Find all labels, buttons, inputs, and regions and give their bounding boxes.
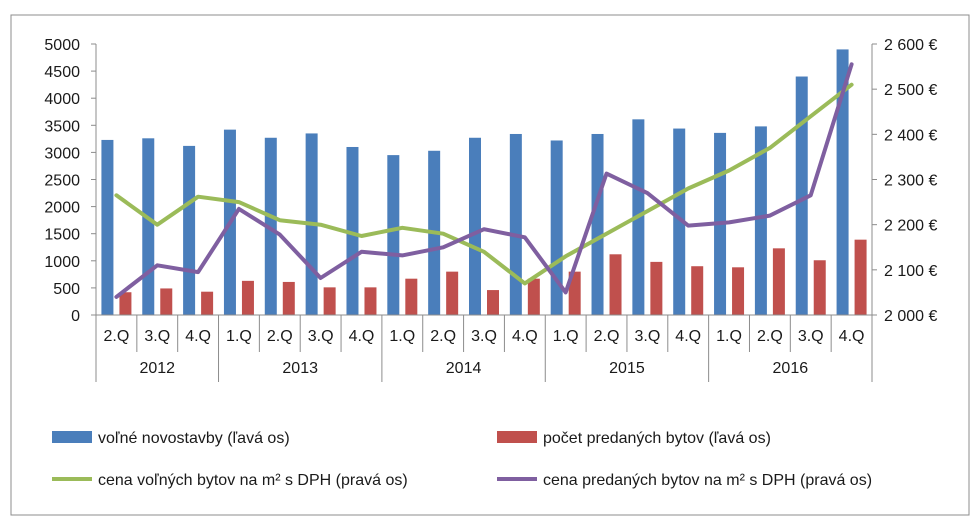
bar-volne-novostavby (387, 155, 400, 315)
left-axis-tick-label: 4500 (44, 64, 80, 81)
bar-pocet-predanych (609, 254, 622, 315)
legend-swatch (52, 431, 92, 443)
bar-volne-novostavby (346, 146, 359, 315)
line-cena-predanych (114, 62, 854, 299)
left-axis-tick-label: 1500 (44, 227, 80, 244)
quarter-label: 2.Q (267, 328, 293, 345)
line-cena-volnych (114, 82, 854, 286)
bar-pocet-predanych (241, 280, 254, 315)
quarter-label: 4.Q (349, 328, 375, 345)
quarter-label: 3.Q (798, 328, 824, 345)
bar-pocet-predanych (364, 287, 377, 315)
bar-volne-novostavby (509, 133, 522, 315)
bar-pocet-predanych (813, 260, 826, 315)
right-axis-tick-label: 2 600 € (884, 37, 937, 54)
quarter-label: 3.Q (471, 328, 497, 345)
bar-pocet-predanych (732, 267, 745, 315)
bar-pocet-predanych (119, 292, 132, 315)
bar-pocet-predanych (854, 239, 867, 315)
year-label: 2012 (139, 360, 175, 377)
bar-pocet-predanych (446, 271, 459, 315)
left-axis-tick-label: 1000 (44, 254, 80, 271)
quarter-label: 2.Q (594, 328, 620, 345)
left-axis-tick-label: 5000 (44, 37, 80, 54)
bar-volne-novostavby (101, 139, 114, 315)
left-axis-tick-label: 3500 (44, 118, 80, 135)
left-axis-tick-label: 4000 (44, 91, 80, 108)
left-axis-tick-label: 3000 (44, 145, 80, 162)
legend-label: cena voľných bytov na m² s DPH (pravá os… (98, 472, 408, 489)
right-axis-tick-label: 2 200 € (884, 218, 937, 235)
quarter-label: 4.Q (675, 328, 701, 345)
quarter-label: 1.Q (389, 328, 415, 345)
bar-pocet-predanych (527, 278, 540, 315)
bar-volne-novostavby (591, 133, 604, 315)
bar-pocet-predanych (691, 266, 704, 315)
left-axis-tick-label: 2500 (44, 173, 80, 190)
bar-pocet-predanych (772, 248, 785, 315)
quarter-label: 4.Q (839, 328, 865, 345)
bar-volne-novostavby (754, 126, 767, 315)
quarter-label: 2.Q (104, 328, 130, 345)
bar-volne-novostavby (469, 137, 481, 315)
year-label: 2015 (609, 360, 645, 377)
quarter-label: 2.Q (430, 328, 456, 345)
legend-swatch (497, 431, 537, 443)
bar-volne-novostavby (836, 49, 849, 316)
bar-volne-novostavby (264, 137, 277, 315)
chart-frame (10, 14, 970, 516)
bar-volne-novostavby (142, 138, 155, 315)
bar-pocet-predanych (487, 290, 499, 315)
bar-volne-novostavby (550, 140, 563, 315)
left-axis-tick-label: 500 (53, 281, 80, 298)
bar-pocet-predanych (568, 271, 581, 315)
quarter-label: 3.Q (144, 328, 170, 345)
legend-label: počet predaných bytov (ľavá os) (543, 430, 771, 447)
right-axis-tick-label: 2 400 € (884, 127, 937, 144)
bar-pocet-predanych (160, 288, 173, 315)
quarter-label: 4.Q (512, 328, 538, 345)
quarter-label: 1.Q (553, 328, 579, 345)
quarter-label: 1.Q (716, 328, 742, 345)
bar-pocet-predanych (650, 261, 663, 315)
quarter-label: 3.Q (308, 328, 334, 345)
quarter-label: 1.Q (226, 328, 252, 345)
year-label: 2016 (773, 360, 809, 377)
bar-volne-novostavby (673, 128, 686, 315)
quarter-label: 3.Q (634, 328, 660, 345)
legend-label: voľné novostavby (ľavá os) (98, 430, 290, 447)
bar-pocet-predanych (405, 278, 418, 315)
bar-pocet-predanych (323, 287, 336, 315)
bar-volne-novostavby (795, 76, 808, 316)
right-axis-tick-label: 2 000 € (884, 308, 937, 325)
right-axis-tick-label: 2 300 € (884, 173, 937, 190)
legend-label: cena predaných bytov na m² s DPH (pravá … (543, 472, 872, 489)
quarter-label: 2.Q (757, 328, 783, 345)
left-axis-tick-label: 2000 (44, 200, 80, 217)
right-axis-tick-label: 2 100 € (884, 263, 937, 280)
year-label: 2014 (446, 360, 482, 377)
bar-pocet-predanych (201, 291, 214, 315)
bar-pocet-predanych (282, 281, 295, 315)
bar-volne-novostavby (183, 145, 196, 315)
year-label: 2013 (282, 360, 318, 377)
quarter-label: 4.Q (185, 328, 211, 345)
right-axis-tick-label: 2 500 € (884, 82, 937, 99)
left-axis-tick-label: 0 (71, 308, 80, 325)
